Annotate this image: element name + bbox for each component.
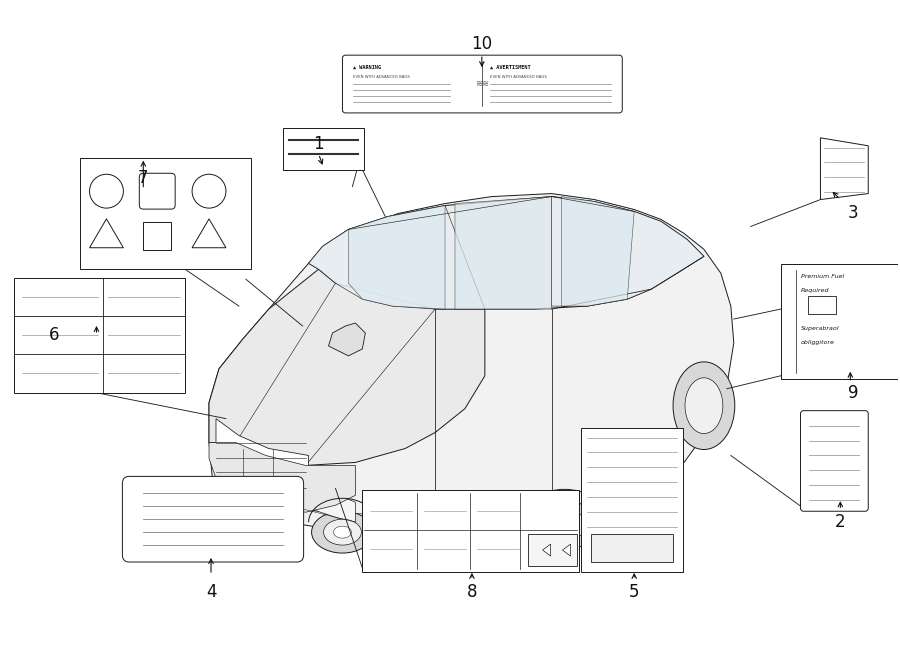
Text: ≋≋: ≋≋: [475, 79, 490, 89]
Polygon shape: [562, 196, 634, 306]
Ellipse shape: [323, 519, 362, 545]
Polygon shape: [209, 442, 356, 512]
Text: 8: 8: [467, 583, 477, 601]
FancyBboxPatch shape: [122, 477, 303, 562]
Ellipse shape: [311, 511, 374, 553]
FancyBboxPatch shape: [343, 55, 622, 113]
Bar: [79, 158, 251, 269]
Bar: [283, 128, 365, 170]
Circle shape: [192, 175, 226, 208]
FancyBboxPatch shape: [800, 410, 868, 511]
Text: 5: 5: [629, 583, 640, 601]
Text: 6: 6: [49, 326, 58, 344]
Bar: [808, 296, 836, 314]
Bar: [527, 534, 578, 566]
Polygon shape: [216, 418, 309, 508]
Bar: [591, 534, 673, 562]
Polygon shape: [209, 269, 485, 465]
Polygon shape: [309, 206, 485, 309]
Text: Required: Required: [800, 288, 829, 293]
Text: 7: 7: [138, 169, 148, 186]
Bar: [581, 428, 683, 572]
Circle shape: [89, 175, 123, 208]
Text: 10: 10: [472, 35, 492, 53]
Ellipse shape: [528, 501, 600, 549]
Text: 3: 3: [848, 204, 859, 223]
Polygon shape: [543, 544, 551, 556]
Text: 1: 1: [313, 135, 324, 153]
Polygon shape: [821, 137, 868, 200]
FancyBboxPatch shape: [140, 173, 176, 209]
Polygon shape: [552, 196, 704, 306]
Text: Superabraol: Superabraol: [800, 326, 839, 331]
Polygon shape: [562, 544, 571, 556]
Polygon shape: [89, 219, 123, 248]
Text: ▲ AVERTISMENT: ▲ AVERTISMENT: [491, 65, 531, 70]
Text: 2: 2: [835, 513, 846, 531]
Polygon shape: [309, 196, 704, 309]
Ellipse shape: [685, 378, 723, 434]
Polygon shape: [328, 323, 365, 356]
Polygon shape: [216, 465, 356, 522]
Bar: [363, 490, 580, 572]
Ellipse shape: [542, 510, 587, 540]
Polygon shape: [209, 194, 734, 532]
Polygon shape: [455, 196, 552, 309]
Polygon shape: [192, 219, 226, 248]
FancyBboxPatch shape: [780, 264, 900, 379]
Ellipse shape: [554, 518, 575, 532]
Ellipse shape: [334, 526, 351, 538]
Bar: [14, 278, 185, 393]
Text: 4: 4: [206, 583, 216, 601]
Text: EVEN WITH ADVANCED BAGS: EVEN WITH ADVANCED BAGS: [491, 75, 547, 79]
Text: ▲ WARNING: ▲ WARNING: [354, 65, 382, 70]
Text: obliggitore: obliggitore: [800, 340, 834, 345]
Polygon shape: [348, 206, 445, 309]
Text: Premium Fuel: Premium Fuel: [800, 274, 844, 279]
Text: EVEN WITH ADVANCED BAGS: EVEN WITH ADVANCED BAGS: [354, 75, 410, 79]
Bar: [143, 222, 171, 250]
Text: 9: 9: [848, 384, 859, 402]
Ellipse shape: [673, 362, 734, 449]
